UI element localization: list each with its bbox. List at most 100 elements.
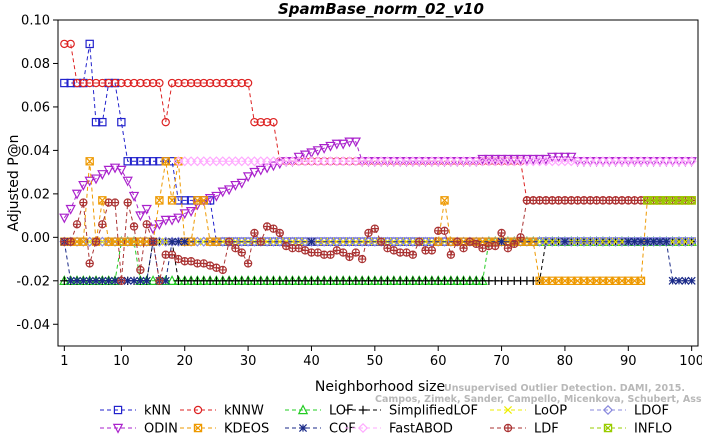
cof-point bbox=[497, 237, 506, 246]
legend-label: FastABOD bbox=[389, 422, 453, 434]
legend-label: ODIN bbox=[144, 422, 178, 434]
ldf-point bbox=[408, 250, 418, 259]
x-tick-label: 60 bbox=[430, 354, 447, 369]
lof-point bbox=[166, 275, 178, 285]
ldf-point bbox=[345, 252, 354, 262]
knn-point bbox=[142, 157, 151, 166]
odin-point bbox=[141, 204, 152, 215]
legend-swatch-marker bbox=[358, 405, 368, 415]
ldf-point bbox=[98, 220, 107, 229]
legend-item-simplifiedlof: SimplifiedLOF bbox=[345, 404, 478, 419]
cof-point bbox=[85, 276, 94, 285]
odin-point bbox=[249, 167, 260, 178]
ldf-point bbox=[357, 254, 367, 264]
odin-point bbox=[166, 215, 178, 226]
knnw-point bbox=[66, 39, 75, 49]
x-tick-label: 1 bbox=[60, 354, 68, 369]
legend-swatch-marker bbox=[298, 423, 308, 433]
knnw-point bbox=[250, 117, 259, 127]
odin-point bbox=[217, 187, 228, 198]
legend-label: SimplifiedLOF bbox=[389, 404, 478, 419]
knn-point bbox=[167, 157, 177, 166]
cof-point bbox=[104, 276, 113, 285]
odin-point bbox=[71, 189, 83, 200]
knn-point bbox=[129, 157, 139, 166]
cof-point bbox=[123, 276, 132, 285]
legend-item-cof: COF bbox=[285, 422, 356, 434]
cof-point bbox=[98, 276, 107, 285]
x-axis: 1 10 20 30 40 50 60 70 80 90 100 bbox=[60, 346, 702, 369]
cof-point bbox=[79, 276, 88, 285]
ldf-point bbox=[142, 220, 151, 229]
legend-swatch-marker bbox=[603, 423, 613, 433]
odin-point bbox=[547, 152, 558, 163]
y-axis-label: Adjusted P@n bbox=[6, 134, 22, 231]
kdeos-point bbox=[636, 276, 646, 285]
odin-point bbox=[242, 172, 254, 183]
y-tick-label: -0.02 bbox=[16, 274, 50, 289]
ldf-point bbox=[376, 237, 386, 246]
odin-point bbox=[236, 178, 247, 189]
knnw-point bbox=[180, 78, 189, 88]
legend-label: COF bbox=[329, 422, 356, 434]
legend-swatch-marker bbox=[297, 404, 309, 415]
odin-point bbox=[325, 141, 336, 152]
ldf-point bbox=[516, 233, 525, 242]
ldof-point bbox=[686, 236, 697, 247]
lof-point bbox=[147, 275, 159, 285]
cof-point bbox=[624, 237, 633, 246]
ldf-point bbox=[117, 276, 126, 285]
knnw-line bbox=[64, 43, 692, 201]
knnw-point bbox=[243, 78, 253, 88]
odin-point bbox=[299, 150, 311, 161]
knnw-point bbox=[218, 78, 227, 88]
x-tick-label: 80 bbox=[557, 354, 574, 369]
y-axis: -0.04 -0.02 0.00 0.02 0.04 0.06 0.08 0.10 bbox=[16, 14, 58, 333]
ldf-point bbox=[129, 222, 139, 231]
odin-point bbox=[255, 165, 266, 176]
cof-point bbox=[687, 276, 696, 285]
odin-point bbox=[261, 163, 273, 174]
odin-point bbox=[90, 174, 102, 185]
ldf-point bbox=[459, 244, 468, 253]
knn-point bbox=[155, 157, 164, 166]
cof-point bbox=[168, 237, 177, 246]
cof-point bbox=[655, 237, 665, 246]
legend-label: LOF bbox=[329, 404, 354, 419]
knnw-point bbox=[136, 78, 145, 88]
x-tick-label: 50 bbox=[367, 354, 384, 369]
legend-swatch-marker bbox=[503, 423, 513, 433]
odin-point bbox=[204, 194, 216, 204]
kdeos-point bbox=[161, 157, 170, 166]
knn-point bbox=[186, 196, 196, 205]
odin-point bbox=[293, 152, 304, 163]
knnw-point bbox=[167, 78, 177, 88]
knnw-point bbox=[193, 78, 202, 88]
odin-point bbox=[331, 139, 343, 150]
legend-swatch-marker bbox=[193, 405, 203, 415]
ldf-point bbox=[231, 244, 240, 253]
ldf-point bbox=[491, 241, 500, 251]
cof-point bbox=[142, 276, 151, 285]
knnw-point bbox=[186, 78, 196, 88]
ldf-point bbox=[218, 265, 227, 275]
y-tick-label: 0.04 bbox=[21, 144, 50, 159]
ldf-point bbox=[510, 239, 519, 249]
legend-item-knnw: kNNW bbox=[180, 404, 264, 419]
odin-point bbox=[312, 146, 323, 157]
odin-point bbox=[154, 220, 165, 230]
cof-point bbox=[72, 276, 82, 285]
cof-point bbox=[91, 276, 101, 285]
knn-point bbox=[148, 157, 158, 166]
legend-item-fastabod: FastABOD bbox=[345, 422, 453, 434]
knnw-point bbox=[148, 78, 158, 88]
ldf-point bbox=[446, 250, 456, 259]
legend-swatch-marker bbox=[503, 405, 513, 415]
cof-point bbox=[307, 237, 316, 246]
kdeos-line bbox=[64, 161, 692, 282]
ldf-point bbox=[503, 244, 513, 253]
odin-point bbox=[223, 185, 235, 196]
fastabod-point bbox=[686, 156, 697, 167]
plot-frame bbox=[57, 19, 699, 347]
knn-line bbox=[64, 43, 692, 243]
